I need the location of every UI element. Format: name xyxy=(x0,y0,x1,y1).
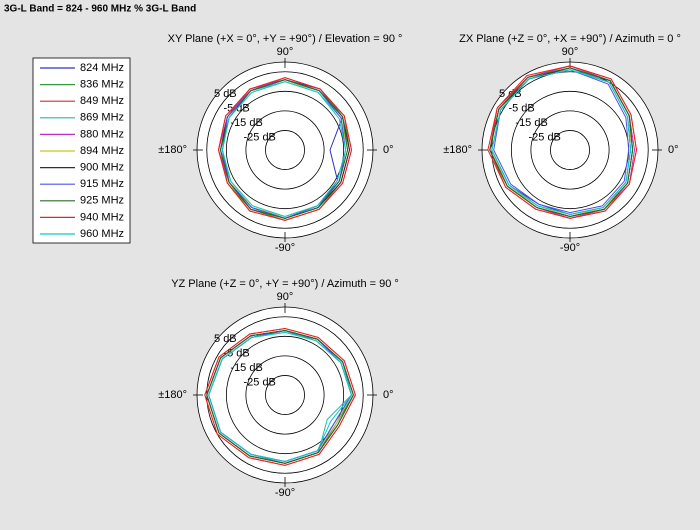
theta-tick-label: ±180° xyxy=(158,389,187,401)
theta-tick-label: 0° xyxy=(383,144,394,156)
pattern-trace xyxy=(219,79,349,219)
r-tick-label: -25 dB xyxy=(243,131,275,143)
legend-label: 836 MHz xyxy=(80,79,124,91)
grid-ring xyxy=(265,375,305,415)
theta-tick-label: ±180° xyxy=(443,144,472,156)
grid-ring xyxy=(245,355,325,435)
theta-tick-label: -90° xyxy=(275,242,295,254)
legend-label: 960 MHz xyxy=(80,228,124,240)
grid-ring xyxy=(530,110,610,190)
theta-tick-label: 90° xyxy=(277,46,294,58)
pattern-trace xyxy=(491,69,632,216)
chart-title: YZ Plane (+Z = 0°, +Y = +90°) / Azimuth … xyxy=(171,278,399,290)
grid-ring xyxy=(225,90,345,210)
pattern-trace xyxy=(221,81,347,218)
theta-tick-label: ±180° xyxy=(158,144,187,156)
chart-title: ZX Plane (+Z = 0°, +X = +90°) / Azimuth … xyxy=(459,33,681,45)
theta-tick-label: -90° xyxy=(275,487,295,499)
pattern-trace xyxy=(208,331,353,463)
theta-tick-label: 90° xyxy=(562,46,579,58)
legend-label: 925 MHz xyxy=(80,195,124,207)
theta-tick-label: -90° xyxy=(560,242,580,254)
pattern-trace xyxy=(204,327,356,466)
r-tick-label: -15 dB xyxy=(230,117,262,129)
r-tick-label: -25 dB xyxy=(243,376,275,388)
r-tick-label: 5 dB xyxy=(214,88,237,100)
r-tick-label: 5 dB xyxy=(214,333,237,345)
pattern-trace xyxy=(217,77,353,221)
theta-tick-label: 90° xyxy=(277,291,294,303)
r-tick-label: -25 dB xyxy=(528,131,560,143)
legend-label: 869 MHz xyxy=(80,112,124,124)
legend-label: 894 MHz xyxy=(80,145,124,157)
chart-title: XY Plane (+X = 0°, +Y = +90°) / Elevatio… xyxy=(168,33,403,45)
r-tick-label: -5 dB xyxy=(508,102,534,114)
pattern-trace xyxy=(489,67,634,218)
legend-label: 824 MHz xyxy=(80,62,124,74)
legend-label: 900 MHz xyxy=(80,162,124,174)
pattern-trace xyxy=(487,65,638,219)
legend-label: 880 MHz xyxy=(80,128,124,140)
r-tick-label: -15 dB xyxy=(515,117,547,129)
legend-label: 849 MHz xyxy=(80,95,124,107)
grid-ring xyxy=(265,130,305,170)
grid-ring xyxy=(206,71,364,229)
grid-ring xyxy=(550,130,590,170)
grid-ring xyxy=(245,110,325,190)
legend-label: 915 MHz xyxy=(80,178,124,190)
theta-tick-label: 0° xyxy=(383,389,394,401)
pattern-trace xyxy=(206,329,354,464)
legend-label: 940 MHz xyxy=(80,211,124,223)
page-title: 3G-L Band = 824 - 960 MHz % 3G-L Band xyxy=(4,4,196,15)
pattern-trace xyxy=(493,69,630,214)
grid-ring xyxy=(225,335,345,455)
theta-tick-label: 0° xyxy=(668,144,679,156)
r-tick-label: -15 dB xyxy=(230,362,262,374)
